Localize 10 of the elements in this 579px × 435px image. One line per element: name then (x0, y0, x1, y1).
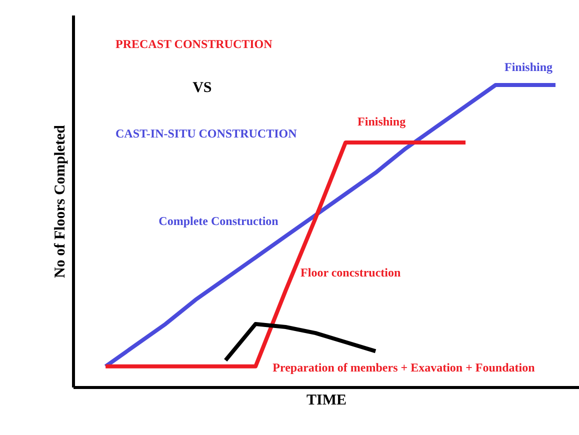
x-axis-title: TIME (306, 392, 347, 408)
annotation: CAST-IN-SITU CONSTRUCTION (115, 126, 298, 140)
y-axis-title: No of Floors Completed (52, 124, 68, 278)
text: Finishing (504, 60, 553, 74)
annotation: Finishing (358, 114, 406, 128)
annotation: Complete Construction (158, 214, 279, 228)
text: PRECAST CONSTRUCTION (115, 37, 273, 52)
annotation: VS (192, 80, 212, 96)
annotation: Floor concstruction (300, 266, 401, 280)
annotation: Preparation of members + Exavation + Foundation (272, 360, 536, 375)
